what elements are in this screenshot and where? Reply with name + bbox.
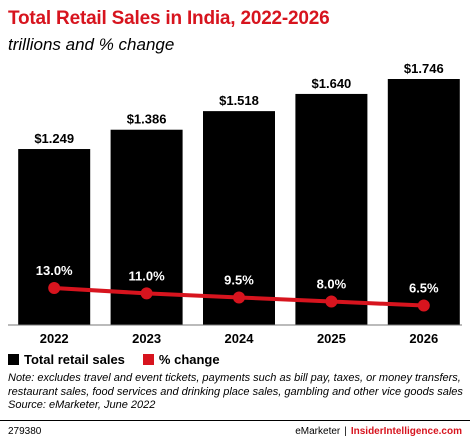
legend-item-change: % change: [142, 352, 220, 367]
change-value-label: 11.0%: [129, 268, 166, 283]
chart-subtitle: trillions and % change: [8, 35, 175, 54]
brand-emarketer: eMarketer: [295, 426, 341, 437]
change-value-label: 13.0%: [36, 263, 73, 278]
x-tick-label: 2024: [225, 331, 255, 346]
change-point-2023: [140, 287, 153, 300]
x-tick-label: 2023: [132, 331, 161, 346]
footer: 279380 eMarketer | InsiderIntelligence.com: [0, 420, 470, 445]
chart-svg: $1.249 $1.386 $1.518 $1.640 $1.746 13.0% 11.0…: [8, 61, 462, 346]
legend-swatch-change: [142, 354, 154, 365]
legend-swatch-sales: [8, 354, 19, 365]
change-value-label: 8.0%: [317, 277, 347, 292]
change-value-label: 9.5%: [224, 272, 254, 287]
brand-insider-intelligence: InsiderIntelligence.com: [350, 426, 462, 437]
legend: Total retail sales % change: [8, 352, 238, 367]
change-point-2022: [48, 282, 61, 294]
pct-labels-layer: 13.0% 11.0% 9.5% 8.0% 6.5%: [36, 263, 439, 296]
bar-value-label: $1.249: [34, 131, 74, 146]
bar-2026: [387, 79, 460, 325]
change-value-label: 6.5%: [409, 281, 439, 296]
bar-value-label: $1.640: [312, 76, 352, 91]
legend-label-change: % change: [158, 352, 220, 367]
bar-value-label: $1.746: [404, 61, 444, 76]
change-line-layer: [48, 282, 430, 312]
bar-2022: [18, 149, 91, 325]
chart-id: 279380: [8, 426, 42, 437]
legend-label-sales: Total retail sales: [24, 352, 125, 367]
change-point-2025: [325, 295, 338, 308]
bars-layer: [18, 79, 460, 325]
change-point-2026: [417, 299, 430, 312]
brand: eMarketer | InsiderIntelligence.com: [295, 426, 462, 437]
change-point-2024: [233, 291, 245, 304]
bar-2025: [295, 93, 368, 325]
note-line: Note: excludes travel and event tickets,…: [8, 372, 461, 384]
source-line: Source: eMarketer, June 2022: [8, 399, 156, 411]
chart-title: Total Retail Sales in India, 2022-2026: [8, 8, 330, 29]
brand-separator: |: [344, 426, 347, 437]
legend-item-sales: Total retail sales: [8, 352, 125, 367]
note-line: restaurant sales, food services and drin…: [8, 385, 463, 398]
bar-value-label: $1.386: [127, 112, 167, 127]
x-tick-label: 2026: [409, 331, 438, 346]
chart-note: Note: excludes travel and event tickets,…: [8, 372, 466, 413]
x-ticks-layer: 2022 2023 2024 2025 2026: [40, 331, 439, 346]
bar-value-label: $1.518: [219, 93, 259, 108]
x-tick-label: 2022: [40, 331, 69, 346]
x-tick-label: 2025: [317, 331, 346, 346]
bar-labels-layer: $1.249 $1.386 $1.518 $1.640 $1.746: [34, 61, 443, 146]
bar-2024: [203, 111, 275, 325]
